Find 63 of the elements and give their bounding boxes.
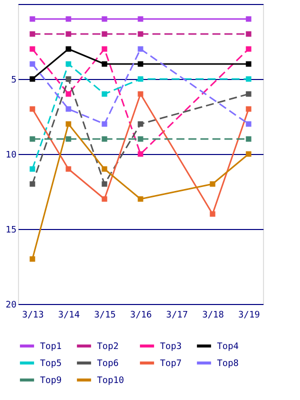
point <box>30 31 36 37</box>
point <box>66 106 72 112</box>
point <box>66 61 72 67</box>
point <box>210 211 216 217</box>
point <box>30 61 36 67</box>
point <box>102 166 108 172</box>
point <box>102 91 108 97</box>
point <box>30 46 36 52</box>
point <box>30 256 36 262</box>
point <box>246 91 252 97</box>
point <box>102 46 108 52</box>
y-tick-label: 5 <box>11 76 16 86</box>
legend-label: Top8 <box>217 359 239 369</box>
point <box>66 16 72 22</box>
legend-label: Top2 <box>97 342 119 352</box>
point <box>30 136 36 142</box>
point <box>30 181 36 187</box>
y-tick-label: 20 <box>6 300 16 310</box>
point <box>66 76 72 82</box>
point <box>246 16 252 22</box>
point <box>246 136 252 142</box>
point <box>210 181 216 187</box>
legend-label: Top9 <box>40 376 62 386</box>
legend-label: Top6 <box>97 359 119 369</box>
point <box>66 31 72 37</box>
point <box>246 151 252 157</box>
legend-label: Top5 <box>40 359 62 369</box>
legend-label: Top4 <box>217 342 239 352</box>
point <box>102 61 108 67</box>
point <box>30 106 36 112</box>
x-tick-label: 3/18 <box>202 310 224 320</box>
point <box>66 121 72 127</box>
point <box>66 166 72 172</box>
legend-label: Top7 <box>160 359 182 369</box>
point <box>102 16 108 22</box>
point <box>66 46 72 52</box>
x-tick-label: 3/16 <box>130 310 152 320</box>
point <box>102 31 108 37</box>
point <box>246 31 252 37</box>
x-tick-label: 3/13 <box>22 310 44 320</box>
point <box>246 76 252 82</box>
x-tick-label: 3/15 <box>94 310 116 320</box>
point <box>246 46 252 52</box>
x-tick-label: 3/14 <box>58 310 80 320</box>
x-tick-label: 3/19 <box>238 310 260 320</box>
legend-label: Top10 <box>97 376 124 386</box>
point <box>102 196 108 202</box>
legend-label: Top1 <box>40 342 62 352</box>
point <box>246 121 252 127</box>
point <box>102 121 108 127</box>
y-tick-label: 15 <box>6 226 16 236</box>
x-tick-label: 3/17 <box>166 310 188 320</box>
legend-label: Top3 <box>160 342 182 352</box>
point <box>246 106 252 112</box>
point <box>30 76 36 82</box>
point <box>30 16 36 22</box>
point <box>66 91 72 97</box>
point <box>30 166 36 172</box>
point <box>102 136 108 142</box>
point <box>66 136 72 142</box>
point <box>246 61 252 67</box>
point <box>102 181 108 187</box>
y-tick-label: 10 <box>6 150 16 160</box>
